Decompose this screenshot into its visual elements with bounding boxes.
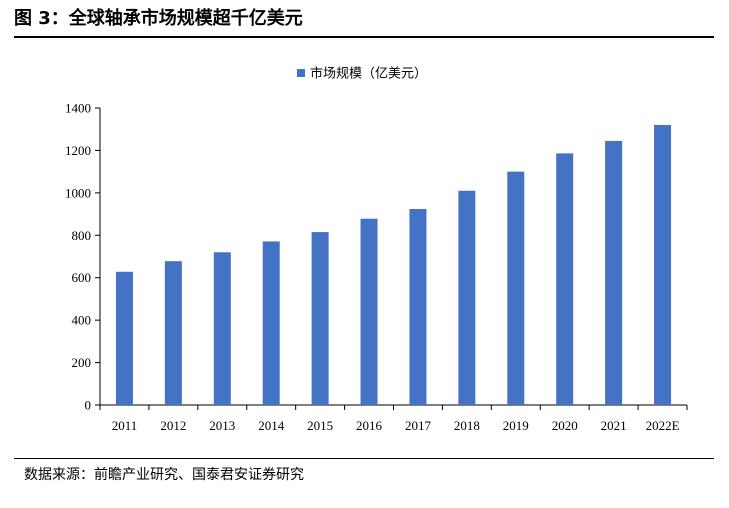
bar-series: [115, 124, 672, 405]
title-rule: [14, 36, 714, 38]
bar-2018: [458, 190, 476, 405]
x-tick-label: 2014: [258, 418, 285, 433]
bar-2022E: [654, 124, 672, 405]
y-tick-label: 0: [85, 398, 92, 413]
legend-label: 市场规模（亿美元）: [310, 66, 427, 82]
x-tick-label: 2011: [112, 418, 138, 433]
x-tick-label: 2017: [405, 418, 432, 433]
bar-2019: [507, 171, 525, 405]
x-tick-label: 2018: [454, 418, 480, 433]
x-tick-label: 2020: [552, 418, 578, 433]
bar-2011: [115, 271, 133, 405]
chart-legend: 市场规模（亿美元）: [297, 66, 427, 82]
bar-2020: [556, 153, 574, 405]
y-tick-label: 600: [72, 270, 92, 285]
bar-2017: [409, 208, 427, 405]
y-tick-label: 400: [72, 313, 92, 328]
legend-swatch: [297, 69, 305, 77]
y-axis: 0 200 400 600 800 1000 1200 1400: [65, 101, 101, 413]
bar-2021: [605, 140, 623, 405]
x-tick-label: 2019: [503, 418, 529, 433]
x-tick-label: 2015: [307, 418, 333, 433]
bar-2014: [262, 241, 280, 405]
x-tick-label: 2013: [209, 418, 235, 433]
x-tick-label: 2022E: [646, 418, 680, 433]
y-tick-label: 800: [72, 228, 92, 243]
y-tick-label: 200: [72, 355, 92, 370]
bar-2012: [164, 261, 182, 405]
x-tick-label: 2021: [601, 418, 627, 433]
y-tick-label: 1400: [65, 101, 91, 116]
bar-2016: [360, 218, 378, 405]
bar-2013: [213, 252, 231, 405]
x-axis: 2011 2012 2013 2014 2015 2016 2017 2018 2019 2020…: [99, 404, 688, 433]
x-tick-label: 2016: [356, 418, 383, 433]
y-tick-label: 1200: [65, 143, 91, 158]
figure-source: 数据来源：前瞻产业研究、国泰君安证券研究: [24, 467, 304, 483]
source-rule: [14, 458, 714, 459]
bar-2015: [311, 232, 329, 405]
figure-title: 图 3：全球轴承市场规模超千亿美元: [14, 8, 303, 29]
x-tick-label: 2012: [160, 418, 186, 433]
y-tick-label: 1000: [65, 185, 91, 200]
